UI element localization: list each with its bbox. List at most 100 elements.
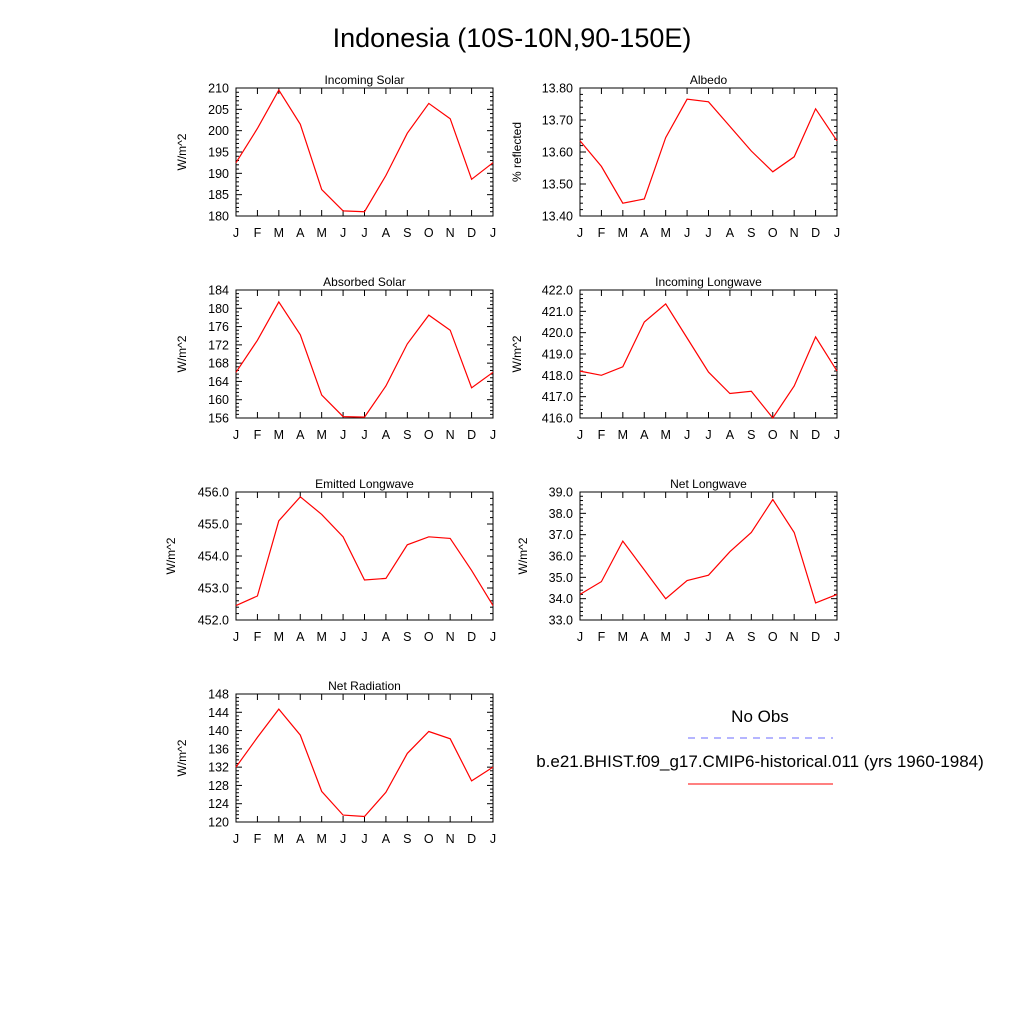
model-series-line <box>235 708 494 818</box>
y-tick-label: 190 <box>208 167 229 181</box>
x-tick-label: F <box>254 428 262 442</box>
y-tick-label: 455.0 <box>198 518 229 532</box>
x-tick-label: M <box>660 226 670 240</box>
x-tick-label: D <box>467 630 476 644</box>
x-tick-label: M <box>274 832 284 846</box>
y-tick-label: 421.0 <box>542 305 573 319</box>
x-tick-label: M <box>316 428 326 442</box>
y-tick-label: 452.0 <box>198 614 229 628</box>
y-tick-label: 37.0 <box>549 528 573 542</box>
model-series-line <box>235 300 494 418</box>
model-series-line <box>235 495 494 607</box>
x-tick-label: S <box>747 630 755 644</box>
y-tick-label: 148 <box>208 688 229 702</box>
x-tick-label: J <box>233 428 239 442</box>
y-tick-label: 39.0 <box>549 486 573 500</box>
y-tick-label: 13.50 <box>542 178 573 192</box>
model-series-line <box>579 498 838 604</box>
x-tick-label: D <box>467 428 476 442</box>
x-tick-label: J <box>684 428 690 442</box>
x-tick-label: A <box>382 630 391 644</box>
x-tick-label: J <box>361 832 367 846</box>
model-series-line <box>235 88 494 213</box>
y-tick-label: 205 <box>208 103 229 117</box>
y-tick-label: 13.70 <box>542 114 573 128</box>
y-tick-label: 195 <box>208 146 229 160</box>
x-tick-label: M <box>660 630 670 644</box>
panel-5: Net Longwave W/m^2 33.0 34.0 35.0 36.0 37.0 38.… <box>516 477 840 644</box>
panels: Incoming Solar W/m^2 180 185 190 195 200 205 210… <box>164 73 840 846</box>
x-tick-label: S <box>403 428 411 442</box>
x-tick-label: A <box>296 226 305 240</box>
y-tick-label: 172 <box>208 338 229 352</box>
y-tick-label: 456.0 <box>198 486 229 500</box>
panel-title: Emitted Longwave <box>315 477 414 491</box>
x-tick-label: D <box>811 428 820 442</box>
x-tick-label: M <box>618 428 628 442</box>
legend-model-label: b.e21.BHIST.f09_g17.CMIP6-historical.011… <box>536 752 984 771</box>
x-tick-label: A <box>296 832 305 846</box>
x-tick-label: N <box>790 226 799 240</box>
x-tick-label: M <box>274 226 284 240</box>
y-tick-label: 420.0 <box>542 326 573 340</box>
y-axis-label: W/m^2 <box>175 133 189 170</box>
x-tick-label: J <box>490 226 496 240</box>
y-tick-label: 34.0 <box>549 592 573 606</box>
x-tick-label: O <box>424 832 434 846</box>
x-tick-label: M <box>618 630 628 644</box>
x-tick-label: J <box>340 226 346 240</box>
x-tick-label: S <box>403 832 411 846</box>
x-tick-label: N <box>446 832 455 846</box>
x-tick-label: J <box>834 226 840 240</box>
x-tick-label: D <box>467 226 476 240</box>
panel-3: Incoming Longwave W/m^2 416.0 417.0 418.0 419… <box>510 275 840 442</box>
y-tick-label: 168 <box>208 357 229 371</box>
x-tick-label: M <box>274 428 284 442</box>
panel-6: Net Radiation W/m^2 120 124 128 132 136 140 144 1… <box>175 679 496 846</box>
x-tick-label: J <box>834 630 840 644</box>
y-tick-label: 136 <box>208 742 229 756</box>
x-tick-label: F <box>254 630 262 644</box>
y-tick-label: 180 <box>208 210 229 224</box>
y-tick-label: 176 <box>208 320 229 334</box>
x-tick-label: A <box>726 226 735 240</box>
x-tick-label: M <box>618 226 628 240</box>
x-tick-label: N <box>790 630 799 644</box>
x-tick-label: J <box>490 630 496 644</box>
y-tick-label: 124 <box>208 797 229 811</box>
panel-1: Albedo % reflected 13.40 13.50 13.60 13.70 13.… <box>510 73 840 240</box>
x-tick-label: O <box>424 630 434 644</box>
y-axis-label: W/m^2 <box>175 739 189 776</box>
x-tick-label: J <box>490 832 496 846</box>
x-tick-label: J <box>490 428 496 442</box>
y-tick-label: 185 <box>208 188 229 202</box>
x-tick-label: S <box>403 630 411 644</box>
y-tick-label: 35.0 <box>549 571 573 585</box>
x-tick-label: J <box>361 226 367 240</box>
x-tick-label: J <box>705 226 711 240</box>
y-tick-label: 160 <box>208 393 229 407</box>
y-tick-label: 453.0 <box>198 582 229 596</box>
x-tick-label: J <box>577 226 583 240</box>
y-axis-label: W/m^2 <box>516 537 530 574</box>
y-tick-label: 416.0 <box>542 412 573 426</box>
panel-title: Incoming Longwave <box>655 275 762 289</box>
x-tick-label: S <box>747 226 755 240</box>
panel-title: Incoming Solar <box>324 73 404 87</box>
y-tick-label: 417.0 <box>542 390 573 404</box>
y-axis-label: W/m^2 <box>510 335 524 372</box>
x-tick-label: J <box>233 226 239 240</box>
x-tick-label: D <box>811 226 820 240</box>
y-tick-label: 164 <box>208 375 229 389</box>
x-tick-label: M <box>316 832 326 846</box>
y-tick-label: 13.60 <box>542 146 573 160</box>
y-tick-label: 144 <box>208 706 229 720</box>
x-tick-label: O <box>768 226 778 240</box>
panel-title: Net Longwave <box>670 477 747 491</box>
x-tick-label: D <box>811 630 820 644</box>
x-tick-label: O <box>768 428 778 442</box>
y-tick-label: 156 <box>208 412 229 426</box>
x-tick-label: M <box>274 630 284 644</box>
y-tick-label: 210 <box>208 82 229 96</box>
x-tick-label: J <box>340 832 346 846</box>
